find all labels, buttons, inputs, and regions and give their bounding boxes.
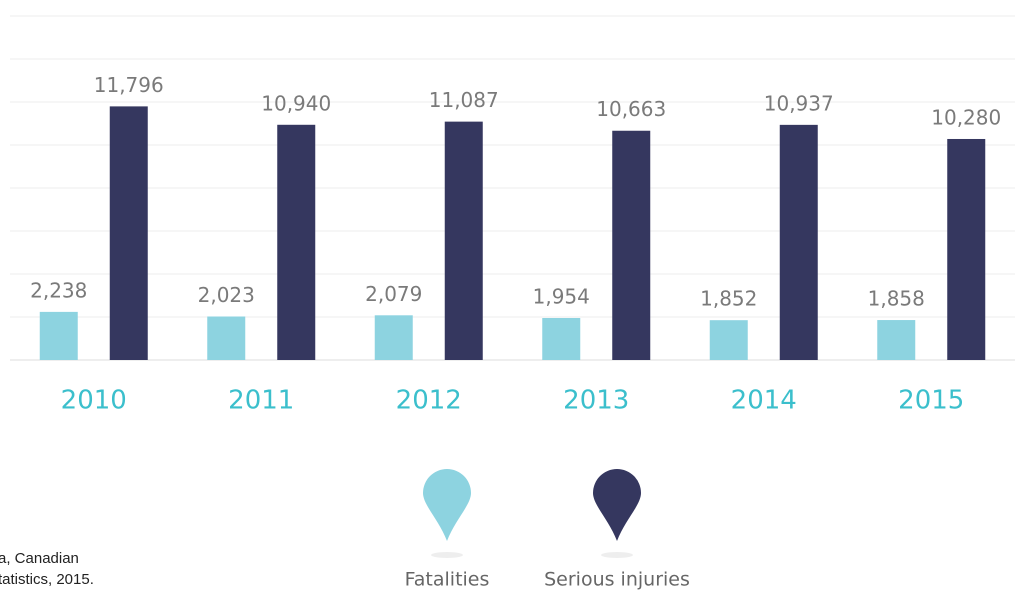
value-label: 10,280: [931, 105, 1001, 129]
x-tick-label: 2011: [228, 386, 294, 416]
value-label: 1,954: [533, 284, 590, 308]
bar: [39, 311, 78, 360]
value-label: 2,238: [30, 278, 87, 302]
bar: [374, 315, 413, 360]
bar: [542, 317, 581, 360]
value-label: 2,023: [198, 283, 255, 307]
bar: [947, 138, 986, 360]
legend-marker: [423, 469, 471, 541]
value-label: 11,796: [94, 73, 164, 97]
bar: [444, 121, 483, 360]
legend-label: Fatalities: [405, 569, 490, 590]
x-tick-label: 2013: [563, 386, 629, 416]
x-tick-label: 2014: [731, 386, 797, 416]
value-label: 1,852: [700, 287, 757, 311]
source-text: tatistics, 2015.: [0, 571, 94, 588]
legend-label: Serious injuries: [544, 569, 690, 590]
x-tick-label: 2010: [61, 386, 127, 416]
bar: [109, 106, 148, 360]
bar: [277, 124, 316, 360]
value-label: 11,087: [429, 88, 499, 112]
bar: [779, 124, 818, 361]
x-tick-label: 2012: [396, 386, 462, 416]
legend-shadow: [601, 552, 633, 558]
value-label: 10,940: [261, 91, 331, 115]
value-label: 2,079: [365, 282, 422, 306]
legend-shadow: [431, 552, 463, 558]
bar: [612, 130, 651, 360]
bar: [709, 320, 748, 360]
x-tick-label: 2015: [898, 386, 964, 416]
value-label: 10,937: [764, 91, 834, 115]
source-text: a, Canadian: [0, 550, 79, 567]
value-label: 1,858: [868, 287, 925, 311]
legend-marker: [593, 469, 641, 541]
bar: [207, 316, 246, 360]
bar: [877, 320, 916, 360]
value-label: 10,663: [596, 97, 666, 121]
